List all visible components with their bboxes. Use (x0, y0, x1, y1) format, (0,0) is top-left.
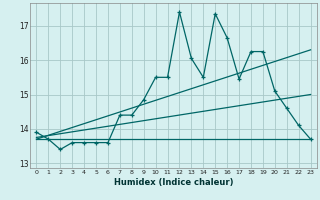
X-axis label: Humidex (Indice chaleur): Humidex (Indice chaleur) (114, 178, 233, 187)
